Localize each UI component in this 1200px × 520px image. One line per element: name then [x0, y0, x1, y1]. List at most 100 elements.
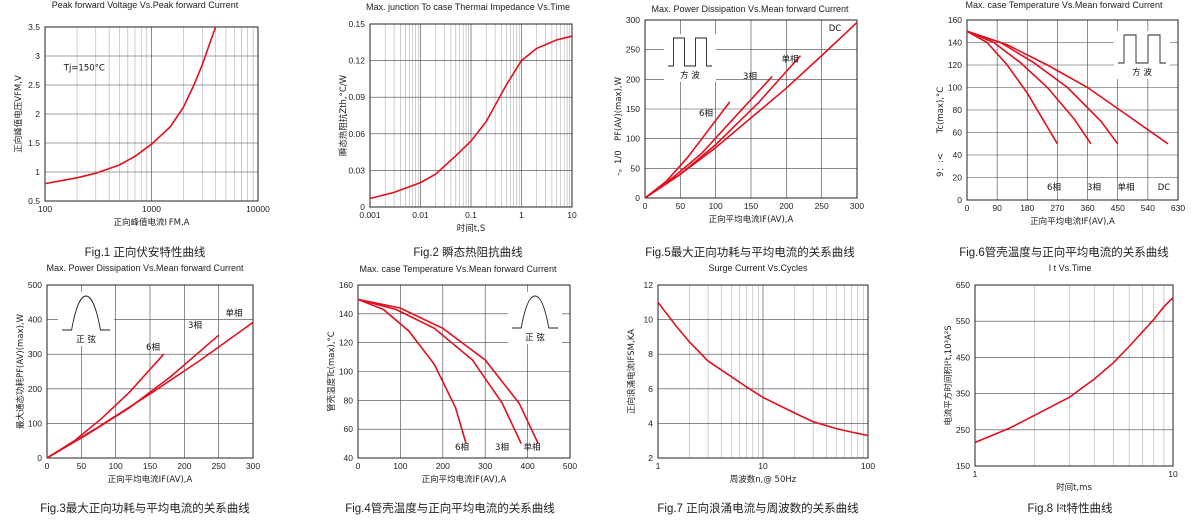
y-tick-label: 400 — [28, 315, 42, 325]
series-line-3相 — [46, 334, 220, 459]
fig7-chart: 1 10 100 2 4 6 8 10 12 Surge Current Vs.Cycles Fig… — [626, 263, 875, 515]
y-tick-label: 250 — [626, 45, 640, 55]
y-tick-label: 160 — [339, 280, 353, 290]
x-axis-label: 时间t,ms — [1056, 482, 1092, 493]
plot-frame — [966, 19, 1179, 201]
y-tick-label: 550 — [956, 316, 970, 326]
gridlines — [975, 285, 1173, 466]
x-tick-label: 300 — [850, 201, 864, 211]
y-tick-label: 100 — [28, 418, 42, 428]
inset-label: 方 波 — [1132, 67, 1152, 78]
figure-caption: Fig.8 I²t特性曲线 — [1028, 501, 1113, 515]
y-tick-label: 140 — [339, 309, 353, 319]
x-tick-label: 0 — [643, 201, 648, 211]
x-tick-label: 100 — [393, 461, 407, 471]
x-tick-label: 0 — [965, 203, 970, 213]
y-tick-label: 0.12 — [348, 56, 365, 66]
y-tick-label: 8 — [648, 349, 653, 359]
series-line-DC — [966, 30, 1169, 145]
x-tick-label: 500 — [563, 461, 577, 471]
plot-frame — [357, 284, 571, 459]
series-line-3相 — [966, 30, 1092, 145]
series-label: 6相 — [1047, 182, 1061, 193]
series-line-6相 — [966, 30, 1059, 145]
y-tick-label: 2 — [648, 453, 653, 463]
series-label: DC — [1158, 183, 1171, 193]
x-tick-label: 10000 — [246, 204, 270, 214]
x-tick-label: 50 — [77, 461, 87, 471]
series-label: 3相 — [743, 71, 757, 82]
y-tick-label: 150 — [626, 104, 640, 114]
series-line-6相 — [357, 298, 467, 444]
y-tick-label: 0.5 — [28, 196, 40, 206]
x-tick-label: 10 — [567, 210, 577, 220]
fig8-chart: 1 10 150 250 350 450 550 650 I t Vs.Time Fig.8 I²… — [943, 263, 1178, 515]
series-label: 单相 — [523, 442, 540, 453]
plot-frame — [644, 19, 858, 199]
inset-label: 正 弦 — [76, 334, 96, 345]
x-tick-label: 150 — [744, 201, 758, 211]
y-tick-label: 0 — [635, 193, 640, 203]
x-tick-label: 100 — [38, 204, 52, 214]
x-tick-label: 1 — [656, 461, 661, 471]
figure-caption: Fig.4管壳温度与正向平均电流的关系曲线 — [345, 501, 555, 515]
fig2-chart: 0.001 0.01 0.1 1 10 0 0.03 0.06 0.09 0.12 0.15Max.… — [338, 2, 577, 259]
waveform-shape — [668, 37, 712, 67]
y-tick-label: 80 — [344, 395, 354, 405]
waveform-inset: 方 波 — [1114, 31, 1170, 79]
y-axis-label: 瞬态热阻抗Zth,°C/W — [338, 74, 349, 156]
y-axis-label-extra: -。1/0 — [614, 150, 624, 175]
y-tick-label: 6 — [648, 384, 653, 394]
chart-title: Max. Power Dissipation Vs.Mean forward C… — [46, 263, 244, 273]
waveform-shape — [1118, 34, 1166, 64]
y-tick-label: 0 — [360, 202, 365, 212]
waveform-inset: 正 弦 — [58, 292, 114, 346]
y-tick-label: 150 — [956, 461, 970, 471]
figure-caption: Fig.2 瞬态热阻抗曲线 — [413, 245, 523, 259]
gridlines — [370, 24, 572, 207]
x-tick-label: 1000 — [142, 204, 161, 214]
x-tick-label: 200 — [177, 461, 191, 471]
y-tick-label: 200 — [626, 74, 640, 84]
series-line-6相 — [46, 353, 165, 459]
inset-label: 正 弦 — [525, 332, 545, 343]
y-tick-label: 100 — [626, 134, 640, 144]
inset-background — [664, 34, 716, 82]
plot-frame — [657, 284, 869, 459]
y-tick-label: 250 — [956, 425, 970, 435]
series-label: 3相 — [1087, 182, 1101, 193]
y-axis-label: 正向峰值电压VFM,V — [13, 75, 24, 153]
x-tick-label: 300 — [246, 461, 260, 471]
x-tick-label: 10 — [758, 461, 768, 471]
y-axis-label: 正向浪涌电流IFSM,KA — [626, 329, 637, 414]
waveform-shape — [62, 295, 110, 331]
x-tick-label: 200 — [436, 461, 450, 471]
x-tick-label: 1 — [973, 469, 978, 479]
chart-title: I t Vs.Time — [1049, 263, 1092, 273]
waveform-shape — [512, 295, 558, 329]
series-line-6相 — [644, 101, 731, 199]
x-tick-label: 90 — [992, 203, 1002, 213]
x-tick-label: 630 — [1171, 203, 1185, 213]
x-tick-label: 250 — [212, 461, 226, 471]
x-tick-label: 250 — [815, 201, 829, 211]
series-line-1 — [369, 35, 573, 200]
x-axis-label: 周波数n,@ 50Hz — [730, 474, 797, 485]
fig3-chart: 0 50 100 150 200 250 300 0 100 200 300 400 500 Max. P… — [15, 263, 260, 515]
y-tick-label: 120 — [339, 338, 353, 348]
figure-caption: Fig.7 正向浪涌电流与周波数的关系曲线 — [657, 501, 859, 515]
y-axis-label: 管壳温度Tc(max),°C — [326, 331, 337, 412]
y-tick-label: 100 — [339, 367, 353, 377]
x-tick-label: 0.001 — [359, 210, 381, 220]
inset-background — [508, 292, 562, 344]
figure-caption: Fig.6管壳温度与正向平均电流的关系曲线 — [959, 245, 1169, 259]
y-tick-label: 2.5 — [28, 80, 40, 90]
x-tick-label: 450 — [1111, 203, 1125, 213]
series-label: 3相 — [188, 320, 202, 331]
x-axis-label: 正向平均电流IF(AV),A — [422, 474, 507, 485]
y-tick-label: 4 — [648, 418, 653, 428]
y-axis-label-extra: 9：:< — [936, 153, 946, 177]
chart-title: Max. case Temperature Vs.Mean forward Cu… — [966, 0, 1163, 10]
chart-title: Max. Power Dissipation Vs.Mean forward C… — [651, 4, 849, 14]
y-axis-label: 电流平方时间积I²t,10³A²S — [943, 325, 954, 425]
